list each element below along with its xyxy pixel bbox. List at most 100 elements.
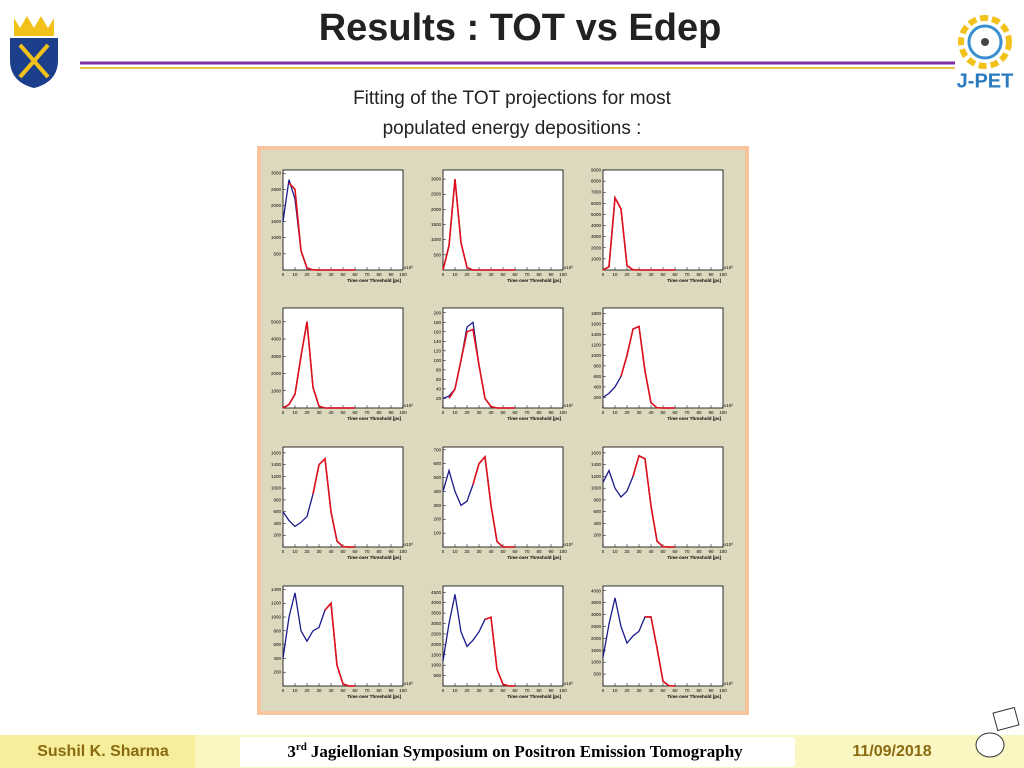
slide-title: Results : TOT vs Edep bbox=[319, 7, 722, 49]
y-tick-label: 1000 bbox=[431, 237, 442, 242]
subplot: 200 400 600 800 1000 1200 1400 1600 0 10 20 30 40 50 6… bbox=[591, 446, 733, 560]
x-tick-label: 60 bbox=[672, 549, 678, 554]
plot-frame bbox=[442, 169, 564, 271]
y-tick-label: 100 bbox=[433, 358, 441, 363]
x-axis-label: Time over Threshold [ps] bbox=[347, 278, 401, 283]
x-tick-label: 80 bbox=[376, 410, 382, 415]
y-tick-label: 4000 bbox=[271, 337, 282, 342]
y-tick-label: 1000 bbox=[591, 486, 602, 491]
y-tick-label: 4000 bbox=[431, 600, 442, 605]
y-tick-label: 2000 bbox=[591, 636, 602, 641]
subtitle: populated energy depositions : bbox=[383, 118, 642, 139]
y-tick-label: 3000 bbox=[591, 612, 602, 617]
x-tick-label: 40 bbox=[488, 410, 494, 415]
y-tick-label: 4500 bbox=[431, 590, 442, 595]
series-line bbox=[632, 454, 675, 548]
x-multiplier: x10³ bbox=[564, 265, 573, 270]
y-tick-label: 2500 bbox=[271, 187, 282, 192]
x-tick-label: 50 bbox=[500, 688, 506, 693]
event-name: Jagiellonian Symposium on Positron Emiss… bbox=[311, 742, 743, 761]
x-tick-label: 100 bbox=[719, 688, 727, 693]
x-tick-label: 80 bbox=[376, 688, 382, 693]
footer-date: 11/09/2018 bbox=[852, 743, 931, 760]
subplot: 200 400 600 800 1000 1200 1400 1600 1800 0 10 20 30 4… bbox=[591, 307, 733, 421]
y-tick-label: 6000 bbox=[591, 201, 602, 206]
y-tick-label: 200 bbox=[433, 517, 441, 522]
x-tick-label: 40 bbox=[488, 272, 494, 277]
x-tick-label: 30 bbox=[316, 410, 322, 415]
y-tick-label: 1000 bbox=[271, 235, 282, 240]
y-tick-label: 1500 bbox=[591, 648, 602, 653]
series-line bbox=[484, 616, 515, 687]
x-tick-label: 40 bbox=[488, 688, 494, 693]
x-tick-label: 90 bbox=[708, 410, 714, 415]
x-tick-label: 0 bbox=[282, 688, 285, 693]
x-tick-label: 20 bbox=[304, 272, 310, 277]
x-tick-label: 20 bbox=[304, 549, 310, 554]
y-tick-label: 1500 bbox=[431, 652, 442, 657]
y-tick-label: 5000 bbox=[271, 319, 282, 324]
x-tick-label: 0 bbox=[602, 688, 605, 693]
footer-event: 3rd Jagiellonian Symposium on Positron Em… bbox=[287, 741, 743, 761]
x-tick-label: 10 bbox=[452, 272, 458, 277]
y-tick-label: 600 bbox=[273, 509, 281, 514]
x-tick-label: 90 bbox=[548, 272, 554, 277]
x-tick-label: 60 bbox=[352, 688, 358, 693]
x-tick-label: 50 bbox=[500, 272, 506, 277]
y-tick-label: 160 bbox=[433, 329, 441, 334]
x-tick-label: 70 bbox=[364, 272, 370, 277]
x-tick-label: 10 bbox=[612, 272, 618, 277]
subplot: 100 200 300 400 500 600 700 0 10 20 30 40 50 60 70 80 90… bbox=[433, 446, 573, 560]
x-tick-label: 70 bbox=[684, 410, 690, 415]
y-tick-label: 1000 bbox=[431, 663, 442, 668]
y-tick-label: 1600 bbox=[591, 450, 602, 455]
x-tick-label: 0 bbox=[282, 549, 285, 554]
y-tick-label: 2000 bbox=[271, 371, 282, 376]
x-multiplier: x10³ bbox=[404, 403, 413, 408]
x-tick-label: 100 bbox=[399, 272, 407, 277]
x-tick-label: 30 bbox=[476, 549, 482, 554]
y-tick-label: 120 bbox=[433, 348, 441, 353]
x-tick-label: 100 bbox=[559, 549, 567, 554]
x-tick-label: 80 bbox=[536, 272, 542, 277]
subtitle: Fitting of the TOT projections for most bbox=[353, 88, 672, 109]
x-multiplier: x10³ bbox=[724, 542, 733, 547]
x-tick-label: 20 bbox=[464, 549, 470, 554]
x-axis-label: Time over Threshold [ps] bbox=[667, 555, 721, 560]
x-tick-label: 30 bbox=[636, 410, 642, 415]
x-tick-label: 40 bbox=[328, 688, 334, 693]
y-tick-label: 200 bbox=[593, 533, 601, 538]
y-tick-label: 5000 bbox=[591, 212, 602, 217]
y-tick-label: 140 bbox=[433, 339, 441, 344]
y-tick-label: 800 bbox=[593, 497, 601, 502]
x-tick-label: 70 bbox=[524, 272, 530, 277]
x-tick-label: 90 bbox=[548, 688, 554, 693]
x-tick-label: 70 bbox=[524, 549, 530, 554]
subplot: 500 1000 1500 2000 2500 3000 3500 4000 4500 0 10 20… bbox=[431, 585, 573, 699]
x-tick-label: 100 bbox=[559, 410, 567, 415]
x-tick-label: 50 bbox=[340, 549, 346, 554]
x-tick-label: 0 bbox=[442, 410, 445, 415]
x-tick-label: 80 bbox=[376, 549, 382, 554]
y-tick-label: 500 bbox=[273, 251, 281, 256]
y-tick-label: 800 bbox=[273, 628, 281, 633]
x-tick-label: 70 bbox=[684, 688, 690, 693]
y-tick-label: 60 bbox=[436, 377, 442, 382]
x-tick-label: 90 bbox=[548, 549, 554, 554]
x-tick-label: 90 bbox=[708, 549, 714, 554]
x-tick-label: 100 bbox=[719, 549, 727, 554]
y-tick-label: 300 bbox=[433, 503, 441, 508]
y-tick-label: 1200 bbox=[591, 474, 602, 479]
x-tick-label: 30 bbox=[476, 410, 482, 415]
y-tick-label: 400 bbox=[593, 384, 601, 389]
y-tick-label: 1600 bbox=[271, 450, 282, 455]
x-tick-label: 80 bbox=[696, 688, 702, 693]
x-tick-label: 30 bbox=[636, 688, 642, 693]
series-line bbox=[645, 616, 676, 687]
x-tick-label: 10 bbox=[292, 272, 298, 277]
x-axis-label: Time over Threshold [ps] bbox=[507, 694, 561, 699]
y-tick-label: 7000 bbox=[591, 190, 602, 195]
x-axis-label: Time over Threshold [ps] bbox=[507, 278, 561, 283]
